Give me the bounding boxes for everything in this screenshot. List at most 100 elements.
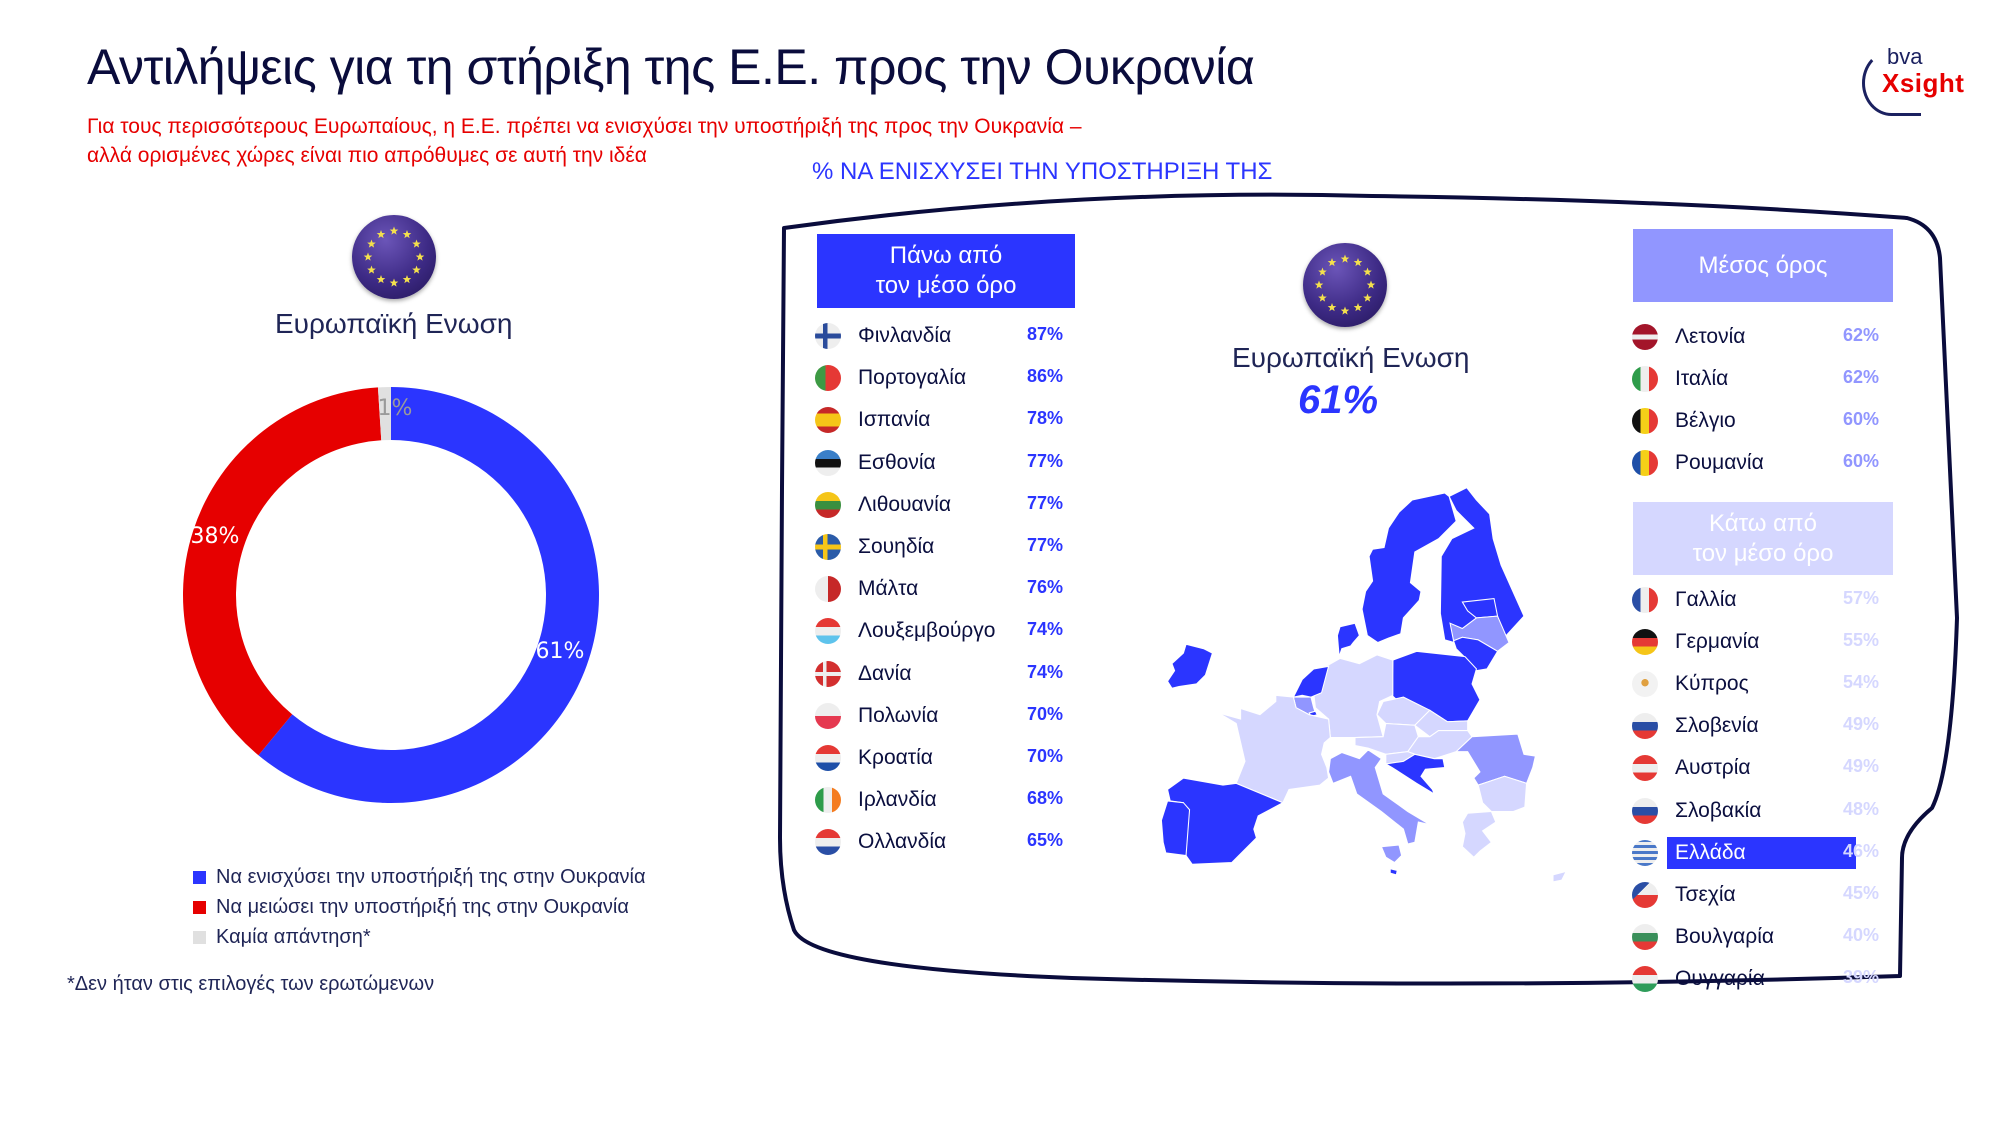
country-name: Βέλγιο [1675,409,1736,432]
germany-flag-icon [1632,629,1658,656]
footnote: *Δεν ήταν στις επιλογές των ερωτώμενων [67,973,435,995]
country-name: Λουξεμβούργο [858,619,996,643]
average-header: Μέσος όρος [1633,229,1893,302]
legend-item: Καμία απάντηση* [193,922,646,952]
country-row: Μάλτα [815,572,918,606]
country-value: 65% [1027,830,1064,851]
legend-label: Καμία απάντηση* [216,925,371,948]
czechia-flag-icon [1632,881,1658,908]
map-france [1218,694,1331,804]
country-value: 60% [1843,451,1880,471]
country-value: 39% [1843,966,1880,987]
bva-xsight-logo: bva Xsight [1862,44,1982,116]
country-value: 77% [1027,492,1064,513]
country-name: Ιρλανδία [858,788,937,812]
country-value: 78% [1027,408,1064,429]
country-value: 62% [1843,325,1880,345]
country-name: Γερμανία [1675,630,1760,654]
country-value: 54% [1843,672,1880,693]
country-name: Ισπανία [858,408,931,432]
country-name: Τσεχία [1675,882,1736,906]
belgium-flag-icon [1632,408,1658,434]
country-row: Εσθονία [815,446,936,480]
country-name: Ρουμανία [1675,451,1764,474]
logo-bva-text: bva [1887,44,1923,69]
map-romania [1454,733,1537,786]
country-value: 57% [1843,588,1880,608]
eu-flag-icon-center [1303,243,1387,327]
legend-swatch-icon [193,930,206,944]
austria-flag-icon [1632,755,1658,782]
legend-label: Να μειώσει την υποστήριξή της στην Ουκρα… [216,895,629,918]
country-name: Αυστρία [1675,756,1751,780]
country-value: 62% [1843,367,1880,387]
finland-flag-icon [815,323,841,349]
romania-flag-icon [1632,450,1658,476]
country-value: 74% [1027,661,1064,682]
country-value: 70% [1027,703,1064,724]
spain-flag-icon [815,407,841,434]
eu-stars-icon [1314,254,1376,315]
legend-swatch-icon [193,870,206,884]
country-row: Ελλάδα [1632,836,1856,870]
country-name: Ιταλία [1675,367,1729,390]
country-name: Κροατία [858,746,933,769]
above-average-header: Πάνω από τον μέσο όρο [817,234,1075,308]
country-row: Αυστρία [1632,751,1751,785]
netherlands-flag-icon [815,829,841,856]
average-title: Μέσος όρος [1698,251,1828,279]
bulgaria-flag-icon [1632,923,1658,950]
donut-segment-no-answer [377,387,391,441]
country-row: Γερμανία [1632,625,1759,659]
logo-arc-icon [1862,50,1921,116]
country-row: Ιρλανδία [815,783,937,817]
country-name: Πορτογαλία [858,366,967,390]
page-subtitle: Για τους περισσότερους Ευρωπαίους, η Ε.Ε… [87,112,1267,170]
country-row: Λετονία [1632,320,1745,354]
eu-label-left: Ευρωπαϊκή Ενωση [275,308,513,339]
country-name: Λετονία [1675,325,1746,348]
map-italy [1328,749,1431,845]
donut-label: 1% [378,396,413,421]
country-name: Σουηδία [858,535,935,558]
country-name: Λιθουανία [858,492,951,516]
eu-label-center: Ευρωπαϊκή Ενωση [1232,342,1470,373]
country-row: Ουγγαρία [1632,962,1765,996]
country-row: Γαλλία [1632,583,1737,617]
country-row: Βέλγιο [1632,404,1736,438]
legend-label: Να ενισχύσει την υποστήριξή της στην Ουκ… [216,865,646,888]
eu-flag-icon [352,215,436,299]
latvia-flag-icon [1632,324,1658,350]
croatia-flag-icon [815,745,841,771]
country-name: Φινλανδία [858,324,952,347]
country-name: Πολωνία [858,703,939,727]
country-value: 77% [1027,535,1064,555]
below-title-line-1: Κάτω από [1709,509,1817,537]
country-value: 40% [1843,924,1880,945]
legend-swatch-icon [193,900,206,914]
donut-label: 61% [536,639,585,664]
country-row: Δανία [815,657,911,691]
italy-flag-icon [1632,366,1658,392]
slovenia-flag-icon [1632,713,1658,740]
malta-flag-icon [815,576,841,603]
country-row: Ολλανδία [815,825,946,859]
country-row: Ρουμανία [1632,446,1764,480]
country-value: 86% [1027,366,1064,387]
denmark-flag-icon [815,660,841,687]
ireland-flag-icon [815,787,841,814]
country-value: 49% [1843,714,1880,735]
donut-chart: 61% 38% 1% [183,387,599,803]
country-row: Λουξεμβούργο [815,614,995,648]
country-row: Σουηδία [815,530,934,564]
country-row: Ιταλία [1632,362,1728,396]
country-row: Πορτογαλία [815,361,966,395]
country-name: Εσθονία [858,450,936,474]
eu-stars-icon [363,226,425,287]
greece-flag-icon [1632,839,1658,866]
country-value: 77% [1027,450,1064,471]
country-value: 76% [1027,577,1064,598]
country-row: Βουλγαρία [1632,920,1774,954]
map-greece [1461,810,1497,858]
map-sweden [1361,492,1457,644]
